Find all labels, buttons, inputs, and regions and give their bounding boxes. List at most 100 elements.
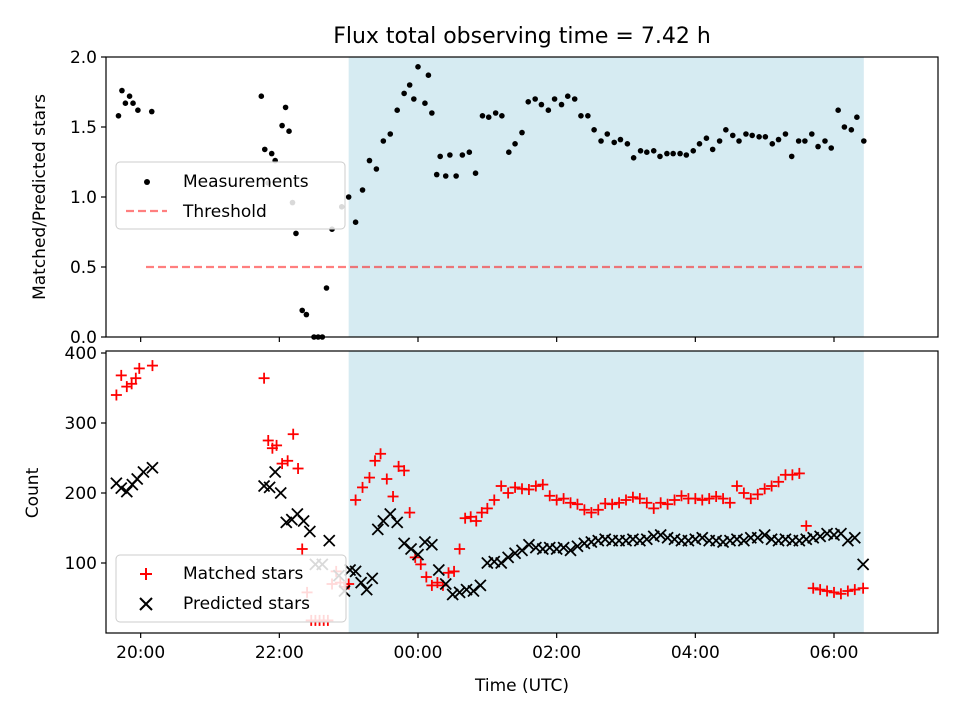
matched-star-point bbox=[262, 435, 274, 446]
measurement-point bbox=[415, 64, 421, 70]
measurement-point bbox=[425, 72, 432, 78]
matched-star-point bbox=[404, 507, 416, 519]
measurement-point bbox=[788, 153, 795, 160]
measurement-point bbox=[258, 93, 265, 99]
measurement-point bbox=[323, 285, 330, 291]
matched-star-point bbox=[387, 491, 399, 502]
measurement-point bbox=[630, 155, 637, 161]
measurement-point bbox=[604, 131, 611, 137]
matched-star-point bbox=[415, 558, 427, 570]
measurement-point bbox=[115, 113, 122, 119]
bottom-plot-marks bbox=[110, 360, 870, 626]
matched-star-point bbox=[655, 497, 667, 509]
predicted-star-point bbox=[269, 465, 282, 479]
predicted-star-point bbox=[522, 538, 536, 551]
measurement-point bbox=[729, 132, 736, 139]
predicted-star-point bbox=[557, 541, 570, 554]
matched-star-point bbox=[530, 480, 542, 492]
measurement-point bbox=[822, 138, 828, 144]
measurement-point bbox=[453, 173, 459, 179]
bottom-y-tick-label: 400 bbox=[65, 344, 97, 364]
matched-star-point bbox=[703, 493, 715, 505]
measurement-point bbox=[815, 143, 821, 150]
legend-threshold-label: Threshold bbox=[182, 202, 267, 222]
top-legend-box bbox=[115, 161, 346, 230]
bottom-observing-interval-shade bbox=[348, 351, 864, 633]
measurement-point bbox=[670, 150, 676, 157]
predicted-star-point bbox=[758, 528, 771, 542]
matched-star-point bbox=[565, 497, 577, 509]
matched-star-point bbox=[443, 567, 455, 579]
matched-star-point bbox=[470, 515, 482, 527]
predicted-star-point bbox=[495, 556, 508, 570]
measurement-point bbox=[690, 148, 697, 154]
matched-star-point bbox=[558, 493, 570, 505]
predicted-star-point bbox=[297, 514, 310, 528]
top-observing-interval-shade bbox=[348, 57, 864, 337]
measurement-point bbox=[564, 93, 571, 99]
matched-star-point bbox=[420, 571, 432, 583]
top-y-tick-label: 1.5 bbox=[70, 118, 97, 138]
measurement-point bbox=[286, 128, 292, 134]
bottom-y-axis-label: Count bbox=[23, 467, 43, 518]
measurement-point bbox=[406, 82, 413, 88]
matched-star-point bbox=[296, 543, 308, 555]
predicted-star-point bbox=[120, 485, 133, 498]
measurement-point bbox=[506, 149, 512, 155]
measurement-point bbox=[545, 107, 552, 113]
bottom-x-tick-label: 22:00 bbox=[255, 643, 304, 663]
measurement-point bbox=[703, 135, 710, 141]
matched-star-point bbox=[537, 479, 549, 491]
predicted-star-point bbox=[349, 565, 362, 578]
bottom-x-tick-label: 04:00 bbox=[671, 643, 720, 663]
matched-star-point bbox=[793, 467, 805, 479]
measurement-point bbox=[135, 107, 141, 113]
matched-star-point bbox=[627, 491, 639, 503]
matched-star-point bbox=[551, 494, 563, 506]
matched-star-point bbox=[717, 493, 729, 505]
matched-star-point bbox=[835, 588, 847, 600]
predicted-star-point bbox=[146, 461, 159, 474]
measurement-point bbox=[736, 138, 742, 144]
top-x-axis-ticks bbox=[140, 337, 835, 342]
matched-star-point bbox=[465, 511, 477, 523]
matched-star-point bbox=[662, 498, 674, 510]
matched-star-point bbox=[426, 579, 438, 591]
matched-star-point bbox=[571, 498, 583, 510]
matched-star-point bbox=[759, 483, 771, 495]
predicted-star-point bbox=[439, 577, 452, 591]
measurement-point bbox=[268, 150, 275, 157]
measurement-point bbox=[637, 148, 644, 154]
matched-star-point bbox=[849, 584, 861, 596]
measurement-point bbox=[130, 100, 136, 106]
measurement-point bbox=[303, 311, 310, 318]
matched-star-point bbox=[544, 490, 556, 502]
measurement-point bbox=[769, 141, 776, 147]
measurement-point bbox=[387, 131, 394, 137]
measurement-point bbox=[585, 113, 591, 119]
matched-star-point bbox=[800, 520, 812, 532]
measurement-point bbox=[366, 157, 373, 164]
measurement-point bbox=[492, 110, 499, 116]
predicted-star-point bbox=[425, 538, 439, 551]
measurement-point bbox=[571, 96, 578, 102]
predicted-star-point bbox=[137, 465, 150, 479]
measurement-point bbox=[828, 145, 835, 151]
measurement-point bbox=[802, 138, 808, 144]
matched-star-point bbox=[821, 585, 833, 597]
top-y-tick-label: 2.0 bbox=[70, 48, 97, 68]
top-y-axis-label: Matched/Predicted stars bbox=[30, 94, 50, 300]
legend-matched-label: Matched stars bbox=[183, 564, 303, 584]
predicted-star-point bbox=[848, 531, 861, 544]
matched-star-point bbox=[724, 497, 736, 509]
measurement-point bbox=[359, 187, 366, 193]
matched-star-point bbox=[282, 455, 294, 467]
matched-star-point bbox=[857, 582, 869, 594]
predicted-star-point bbox=[654, 528, 667, 542]
predicted-star-point bbox=[323, 534, 336, 547]
bottom-legend: Matched stars Predicted stars bbox=[115, 554, 347, 623]
matched-star-point bbox=[130, 372, 142, 384]
matched-star-point bbox=[814, 584, 826, 596]
measurement-point bbox=[293, 230, 299, 237]
matched-star-point bbox=[115, 369, 127, 381]
